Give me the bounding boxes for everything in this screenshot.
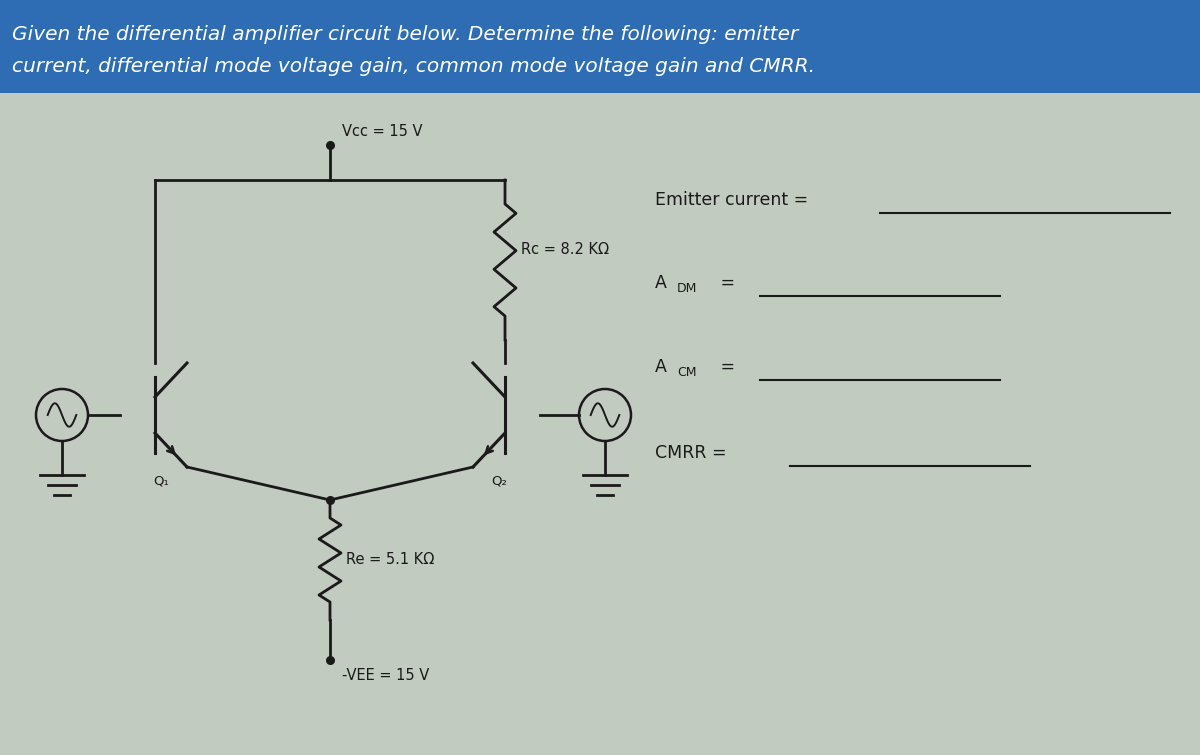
Text: Vcc = 15 V: Vcc = 15 V (342, 124, 422, 139)
Text: Q₂: Q₂ (491, 475, 506, 488)
Text: Q₁: Q₁ (154, 475, 169, 488)
Text: DM: DM (677, 282, 697, 295)
Text: A: A (655, 274, 667, 292)
Text: CMRR =: CMRR = (655, 444, 727, 462)
Text: Re = 5.1 KΩ: Re = 5.1 KΩ (346, 553, 434, 568)
Text: =: = (715, 358, 736, 376)
Text: A: A (655, 358, 667, 376)
Bar (0, 0, 1200, 93)
Text: Emitter current =: Emitter current = (655, 191, 809, 209)
Text: =: = (715, 274, 736, 292)
Text: Given the differential amplifier circuit below. Determine the following: emitter: Given the differential amplifier circuit… (12, 25, 798, 44)
Text: -VEE = 15 V: -VEE = 15 V (342, 668, 430, 683)
Text: current, differential mode voltage gain, common mode voltage gain and CMRR.: current, differential mode voltage gain,… (12, 57, 815, 76)
Text: CM: CM (677, 366, 696, 380)
Text: Rc = 8.2 KΩ: Rc = 8.2 KΩ (521, 242, 610, 257)
